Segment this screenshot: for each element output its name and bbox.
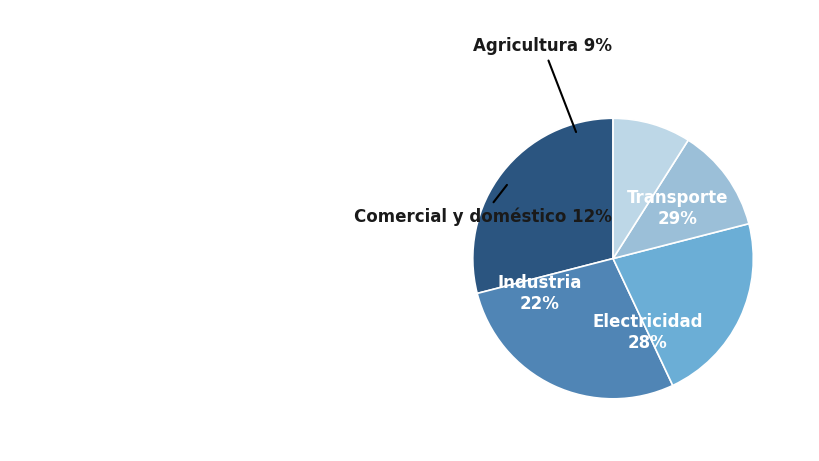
Text: Agricultura 9%: Agricultura 9% xyxy=(473,37,612,132)
Text: Comercial y doméstico 12%: Comercial y doméstico 12% xyxy=(353,185,611,226)
Wedge shape xyxy=(613,140,748,259)
Wedge shape xyxy=(613,118,687,259)
Wedge shape xyxy=(613,224,753,385)
Wedge shape xyxy=(473,118,613,294)
Text: Electricidad
28%: Electricidad 28% xyxy=(591,313,702,352)
Text: Transporte
29%: Transporte 29% xyxy=(626,189,727,228)
Wedge shape xyxy=(477,259,672,399)
Text: Industria
22%: Industria 22% xyxy=(496,274,581,313)
